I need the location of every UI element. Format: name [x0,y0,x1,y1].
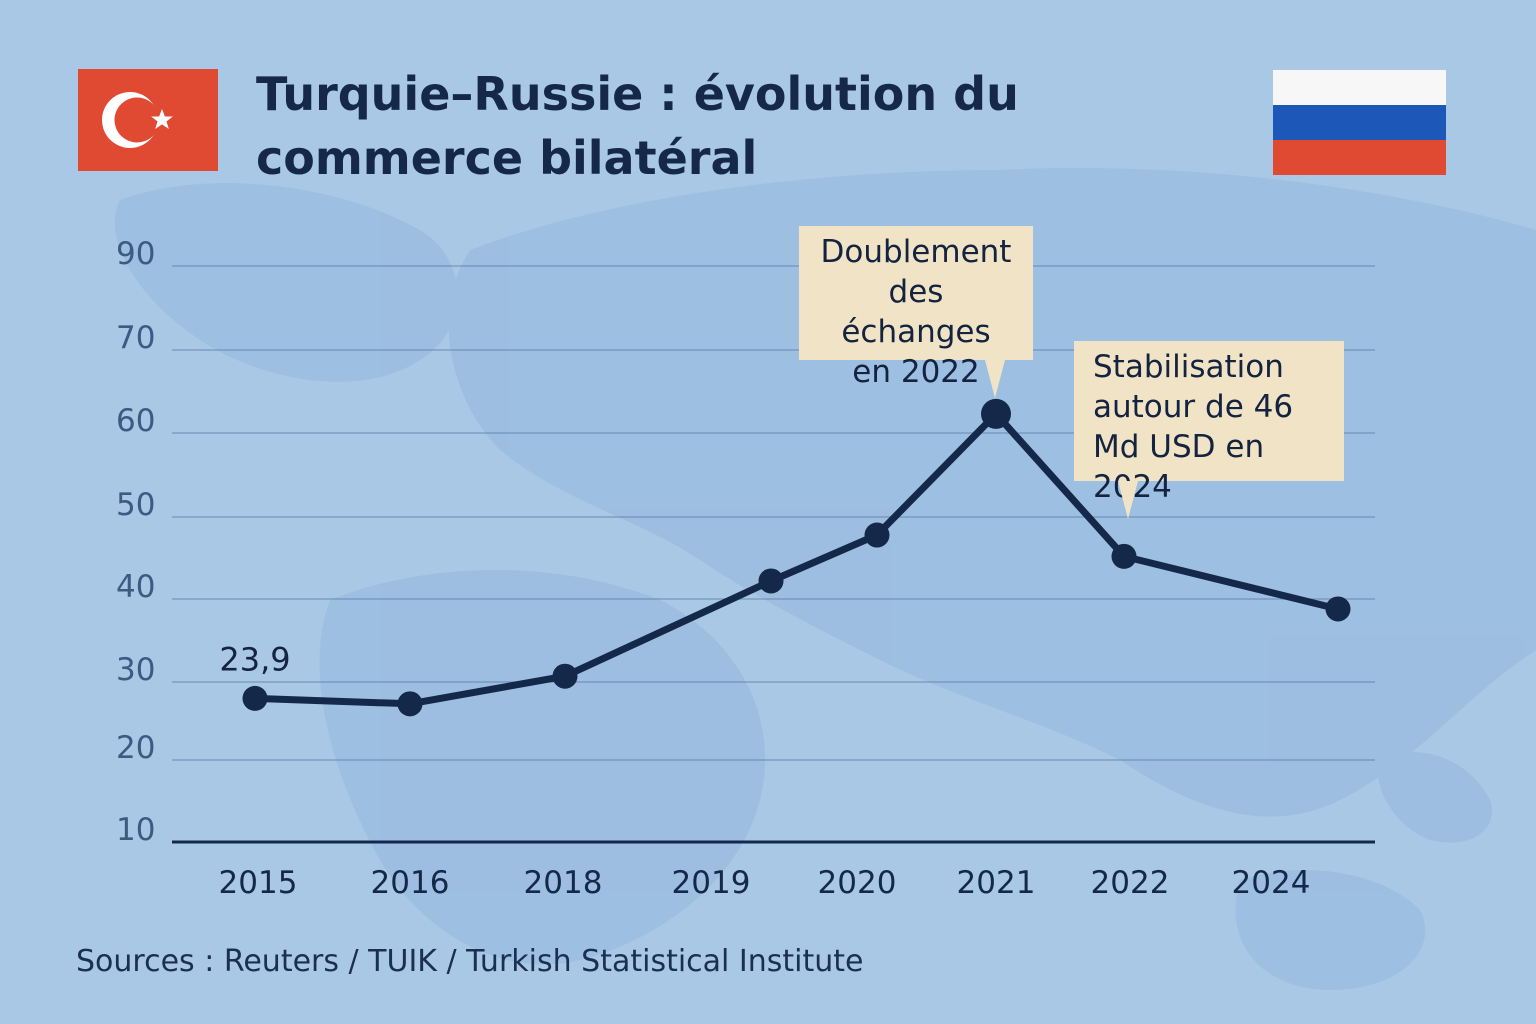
annotation-callout-stabilisation: Stabilisation autour de 46 Md USD en 202… [1074,341,1344,519]
y-tick-label: 20 [116,730,155,766]
y-tick-label: 10 [116,812,155,848]
annotation-line: en 2022 [852,354,980,390]
x-tick-label: 2018 [524,865,603,901]
data-point [397,691,423,717]
data-point [981,398,1011,429]
annotation-line: des échanges [841,274,991,350]
annotation-line: Stabilisation [1093,349,1284,385]
annotation-line: Doublement [820,234,1012,270]
y-tick-label: 90 [116,236,155,272]
data-label: 23,9 [219,640,290,678]
y-tick-label: 60 [116,403,155,439]
data-point [758,568,784,594]
data-point [552,663,578,689]
annotation-line: Md USD en 2024 [1093,429,1265,505]
data-point [1111,543,1137,569]
turkey-flag [78,69,218,171]
x-tick-label: 2016 [371,865,450,901]
y-tick-label: 70 [116,320,155,356]
russia-flag [1273,70,1446,175]
x-tick-label: 2019 [672,865,751,901]
x-tick-label: 2022 [1091,865,1170,901]
data-point [864,522,890,548]
y-tick-label: 30 [116,652,155,688]
annotation-line: autour de 46 [1093,389,1294,425]
x-tick-label: 2024 [1232,865,1311,901]
annotation-callout-doublement: Doublement des échanges en 2022 [799,226,1033,398]
data-point [242,685,268,711]
data-point [1325,596,1351,622]
chart-title: Turquie–Russie : évolution du commerce b… [256,67,1019,185]
crescent-star-icon [102,92,173,148]
series-line [251,410,1342,708]
y-tick-label: 40 [116,569,155,605]
source-note: Sources : Reuters / TUIK / Turkish Stati… [76,944,864,979]
y-tick-label: 50 [116,487,155,523]
x-tick-label: 2021 [957,865,1036,901]
x-tick-label: 2015 [219,865,298,901]
x-tick-label: 2020 [818,865,897,901]
